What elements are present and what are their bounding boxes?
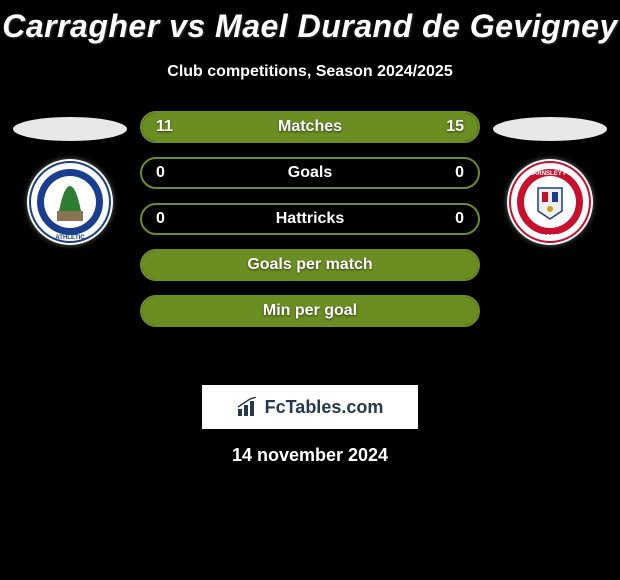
svg-text:1887: 1887 bbox=[542, 234, 558, 241]
left-player-column: WIGAN ATHLETIC bbox=[0, 111, 140, 245]
page-title: Carragher vs Mael Durand de Gevigney bbox=[0, 0, 620, 45]
player-halo-right bbox=[493, 117, 607, 141]
date-line: 14 november 2024 bbox=[0, 445, 620, 466]
stat-right-value: 15 bbox=[446, 118, 464, 136]
page-subtitle: Club competitions, Season 2024/2025 bbox=[0, 63, 620, 81]
stat-left-value: 0 bbox=[156, 210, 165, 228]
left-club-crest: WIGAN ATHLETIC bbox=[27, 159, 113, 245]
stat-bar-hattricks: 0 Hattricks 0 bbox=[140, 203, 480, 235]
right-club-crest: BARNSLEY FC 1887 bbox=[507, 159, 593, 245]
comparison-area: WIGAN ATHLETIC BARNSLEY FC 1887 bbox=[0, 111, 620, 371]
svg-text:ATHLETIC: ATHLETIC bbox=[55, 235, 85, 241]
stat-left-value: 11 bbox=[156, 118, 173, 136]
barnsley-crest-icon: BARNSLEY FC 1887 bbox=[509, 161, 591, 243]
stat-label: Min per goal bbox=[263, 302, 357, 320]
stat-label: Hattricks bbox=[276, 210, 344, 228]
stat-bar-min-per-goal: Min per goal bbox=[140, 295, 480, 327]
player-halo-left bbox=[13, 117, 127, 141]
stat-right-value: 0 bbox=[455, 164, 464, 182]
right-player-column: BARNSLEY FC 1887 bbox=[480, 111, 620, 245]
wigan-crest-icon: WIGAN ATHLETIC bbox=[29, 161, 111, 243]
svg-text:WIGAN: WIGAN bbox=[58, 171, 82, 178]
stat-label: Matches bbox=[278, 118, 342, 136]
attribution-badge: FcTables.com bbox=[202, 385, 418, 429]
chart-icon bbox=[237, 397, 259, 417]
stat-bar-matches: 11 Matches 15 bbox=[140, 111, 480, 143]
stat-bars: 11 Matches 15 0 Goals 0 0 Hattricks 0 Go… bbox=[140, 111, 480, 327]
stat-left-value: 0 bbox=[156, 164, 165, 182]
stat-label: Goals bbox=[288, 164, 332, 182]
stat-bar-goals: 0 Goals 0 bbox=[140, 157, 480, 189]
attribution-text: FcTables.com bbox=[265, 397, 384, 418]
stat-label: Goals per match bbox=[247, 256, 372, 274]
svg-text:BARNSLEY FC: BARNSLEY FC bbox=[529, 171, 572, 177]
stat-bar-goals-per-match: Goals per match bbox=[140, 249, 480, 281]
stat-right-value: 0 bbox=[455, 210, 464, 228]
